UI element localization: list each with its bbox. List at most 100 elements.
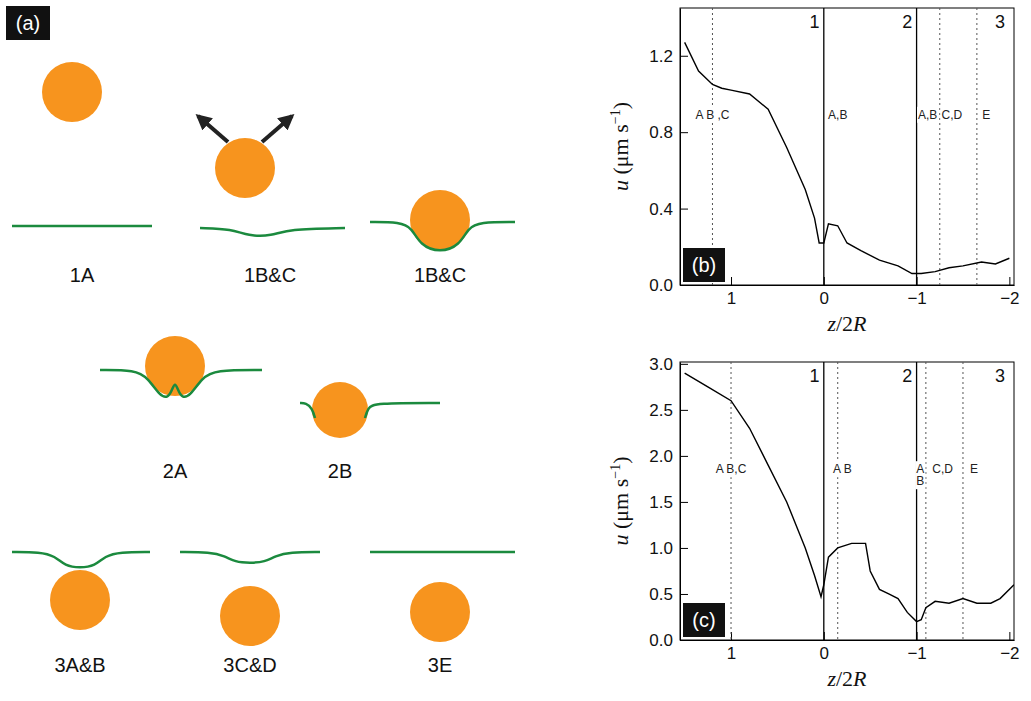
- tick-label: 0.5: [649, 585, 673, 604]
- axis-title-part: z: [826, 666, 836, 691]
- tick: 1: [727, 632, 736, 663]
- tick-label: −1: [907, 644, 926, 663]
- tick: 1.0: [649, 539, 688, 558]
- annotation-line: C,D: [932, 462, 953, 476]
- data-line: [685, 373, 1014, 622]
- diagram-item: 2A: [100, 336, 262, 482]
- tick: 0.5: [649, 585, 688, 604]
- x-axis-title: z/2R: [826, 311, 867, 336]
- annotation-bg: [917, 107, 938, 123]
- annotation-bg: [981, 107, 991, 123]
- tick-label: 1.5: [649, 493, 673, 512]
- panel-label: (c): [692, 609, 715, 631]
- tick: 1.2: [649, 47, 688, 66]
- membrane: [370, 551, 515, 554]
- item-label: 1A: [70, 264, 95, 286]
- tick-mark: [680, 456, 688, 457]
- tick-label: 0: [820, 644, 829, 663]
- item-label: 3C&D: [223, 654, 276, 676]
- annotation-line: A B ,C: [695, 108, 729, 122]
- tick-label: 0.4: [649, 200, 673, 219]
- divider-line: [916, 8, 917, 285]
- y-axis-title: u (μm s−1): [608, 102, 633, 191]
- diagram-item: 3E: [370, 552, 515, 676]
- annotation-line: C,D: [942, 108, 963, 122]
- tick-mark: [680, 410, 688, 411]
- tick-mark: [1009, 632, 1010, 640]
- tick-mark: [680, 209, 688, 210]
- annotation: C,D: [941, 107, 964, 123]
- tick: 2.0: [649, 447, 688, 466]
- divider-line: [939, 8, 940, 285]
- region-label: 3: [995, 12, 1005, 32]
- particle: [220, 586, 280, 646]
- item-label: 1B&C: [244, 264, 296, 286]
- annotation-text: E: [982, 108, 990, 122]
- tick: 1: [727, 277, 736, 308]
- region-label: 1: [810, 366, 820, 386]
- tick-label: −2: [1000, 644, 1019, 663]
- arrow: [198, 116, 228, 142]
- panel-label-box: [6, 6, 50, 40]
- tick-mark: [680, 594, 688, 595]
- annotation-bg: [915, 461, 925, 489]
- axis-title-part: u: [608, 535, 633, 546]
- plot-marks: [685, 362, 1014, 640]
- annotation-text: A B ,C: [695, 108, 729, 122]
- annotation: AB: [915, 461, 925, 489]
- annotation-line: E: [982, 108, 990, 122]
- tick-label: 1: [727, 644, 736, 663]
- particle: [410, 582, 470, 642]
- tick: 0.4: [649, 200, 688, 219]
- axis-title-part: (μm s: [608, 124, 633, 180]
- tick: −2: [1000, 277, 1019, 308]
- axis-title-part: −1: [608, 109, 623, 124]
- annotation: A B ,C: [694, 107, 730, 123]
- item-label: 1B&C: [414, 264, 466, 286]
- x-axis-title: z/2R: [826, 666, 867, 691]
- membrane: [12, 225, 152, 228]
- annotation-text: AB: [916, 462, 924, 488]
- tick-label: 0.8: [649, 123, 673, 142]
- annotation: E: [981, 107, 991, 123]
- membrane: [370, 222, 515, 250]
- annotation-bg: [931, 461, 954, 477]
- annotation: E: [969, 461, 979, 477]
- y-axis: 0.00.40.81.2: [649, 9, 688, 295]
- axis-title-part: u: [608, 180, 633, 191]
- tick-label: 1.2: [649, 47, 673, 66]
- diagram: (a)1A1B&C1B&C2A2B3A&B3C&D3E: [6, 6, 515, 676]
- tick-label: 2.0: [649, 447, 673, 466]
- region-label: 3: [995, 366, 1005, 386]
- annotation: A B,C: [715, 461, 748, 477]
- annotation-bg: [694, 107, 730, 123]
- divider-line: [976, 8, 977, 285]
- divider-line: [916, 362, 917, 640]
- tick-label: 1.0: [649, 539, 673, 558]
- axis-title-part: ): [608, 102, 633, 109]
- tick-mark: [680, 132, 688, 133]
- plot-frame: [680, 8, 1014, 285]
- item-label: 3A&B: [54, 654, 105, 676]
- diagram-item: 3C&D: [180, 552, 320, 676]
- diagram-item: 1B&C: [198, 116, 345, 286]
- tick-label: 1: [727, 289, 736, 308]
- annotation: A,B: [917, 107, 938, 123]
- data-line: [685, 42, 1010, 273]
- tick-label: −1: [907, 289, 926, 308]
- axis-title-part: R: [852, 666, 867, 691]
- annotation-bg: [941, 107, 964, 123]
- chart: 10−1−20.00.40.81.2123A B ,CA,BA,BC,DEz/2…: [608, 8, 1020, 336]
- annotation-line: A B,C: [716, 462, 747, 476]
- annotation-text: E: [970, 462, 978, 476]
- chart: 10−1−20.00.51.01.52.02.53.0123A B,CA BAB…: [608, 355, 1020, 691]
- tick-mark: [680, 548, 688, 549]
- diagram-item: 3A&B: [12, 552, 150, 676]
- annotation-line: A,B: [918, 108, 937, 122]
- axis-title-part: /2: [836, 311, 853, 336]
- particle: [312, 382, 368, 438]
- annotation-line: A B: [833, 462, 852, 476]
- annotation-line: E: [970, 462, 978, 476]
- annotation-bg: [832, 461, 853, 477]
- annotation-text: C,D: [942, 108, 963, 122]
